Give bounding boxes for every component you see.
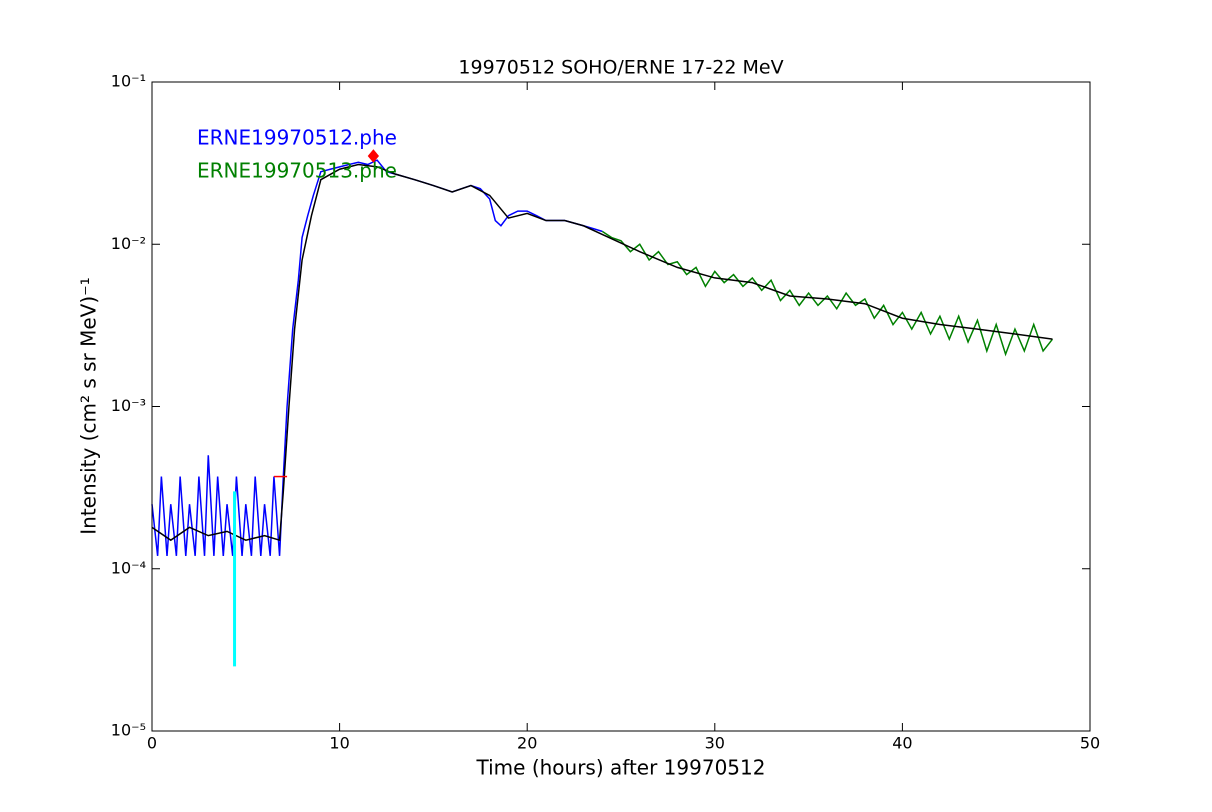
x-tick-label: 20: [517, 734, 537, 753]
x-tick-label: 10: [329, 734, 349, 753]
data-line: [151, 159, 603, 556]
y-axis-label: Intensity (cm² s sr MeV)⁻¹: [77, 277, 101, 534]
x-axis-label: Time (hours) after 19970512: [476, 756, 766, 780]
y-tick-label: 10⁻¹: [111, 72, 146, 91]
data-line: [151, 163, 1053, 542]
y-tick-label: 10⁻⁴: [111, 558, 146, 577]
legend-entry: ERNE19970512.phe: [197, 126, 397, 150]
y-tick-label: 10⁻³: [111, 396, 146, 415]
x-tick-label: 30: [705, 734, 725, 753]
data-line: [601, 230, 1054, 357]
y-tick-label: 10⁻⁵: [111, 721, 146, 740]
chart-title: 19970512 SOHO/ERNE 17-22 MeV: [458, 57, 783, 79]
y-tick-label: 10⁻²: [111, 234, 146, 253]
x-tick-label: 40: [892, 734, 912, 753]
marker: [367, 149, 380, 163]
x-tick-label: 0: [147, 734, 157, 753]
legend-entry: ERNE19970513.phe: [197, 159, 397, 183]
x-tick-label: 50: [1080, 734, 1100, 753]
